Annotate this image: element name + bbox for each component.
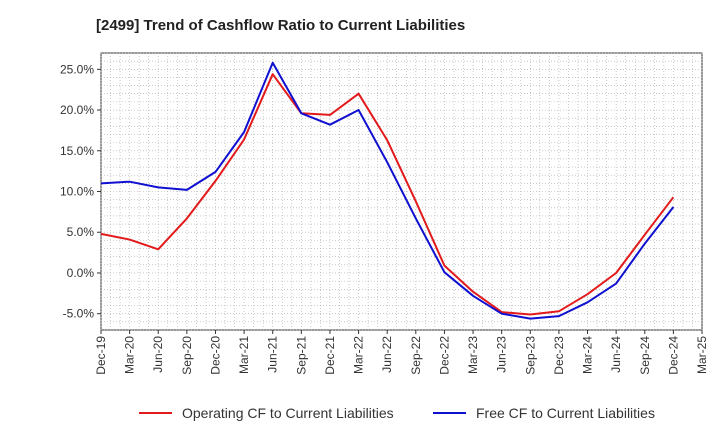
y-tick-label: 10.0% <box>60 185 94 199</box>
x-tick-label: Jun-21 <box>266 336 280 373</box>
x-tick-label: Sep-23 <box>523 336 537 375</box>
x-tick-label: Jun-20 <box>151 336 165 373</box>
y-tick-label: -5.0% <box>63 307 95 321</box>
x-axis-ticks: Dec-19 Mar-20 Jun-20 Sep-20 Dec-20 Mar-21 Jun-… <box>94 330 709 375</box>
x-tick-label: Dec-21 <box>323 336 337 375</box>
x-tick-label: Dec-19 <box>94 336 108 375</box>
y-tick-label: 20.0% <box>60 103 94 117</box>
x-tick-label: Dec-24 <box>666 336 680 375</box>
x-tick-label: Jun-23 <box>495 336 509 373</box>
x-tick-label: Dec-23 <box>552 336 566 375</box>
legend-label: Free CF to Current Liabilities <box>476 405 655 421</box>
x-tick-label: Sep-24 <box>638 336 652 375</box>
y-tick-label: 0.0% <box>67 266 95 280</box>
x-tick-label: Mar-25 <box>695 336 709 374</box>
legend-label: Operating CF to Current Liabilities <box>182 405 394 421</box>
y-tick-label: 25.0% <box>60 62 94 76</box>
series-line-free-cf <box>100 61 675 320</box>
x-tick-label: Mar-23 <box>466 336 480 374</box>
legend: Operating CF to Current Liabilities Free … <box>139 405 655 421</box>
chart-title: [2499] Trend of Cashflow Ratio to Curren… <box>96 17 465 34</box>
series-line-operating-cf <box>100 73 675 316</box>
series-lines <box>100 61 675 320</box>
x-tick-label: Mar-24 <box>581 336 595 374</box>
x-tick-label: Mar-22 <box>352 336 366 374</box>
x-tick-label: Sep-20 <box>180 336 194 375</box>
x-tick-label: Jun-24 <box>609 336 623 373</box>
x-tick-label: Mar-20 <box>123 336 137 374</box>
y-tick-label: 5.0% <box>67 225 95 239</box>
x-tick-label: Dec-22 <box>437 336 451 375</box>
y-axis-ticks: -5.0% 0.0% 5.0% 10.0% 15.0% 20.0% 25.0% <box>60 62 101 321</box>
x-tick-label: Sep-21 <box>294 336 308 375</box>
x-tick-label: Mar-21 <box>237 336 251 374</box>
x-tick-label: Dec-20 <box>208 336 222 375</box>
y-tick-label: 15.0% <box>60 144 94 158</box>
x-tick-label: Jun-22 <box>380 336 394 373</box>
x-tick-label: Sep-22 <box>409 336 423 375</box>
